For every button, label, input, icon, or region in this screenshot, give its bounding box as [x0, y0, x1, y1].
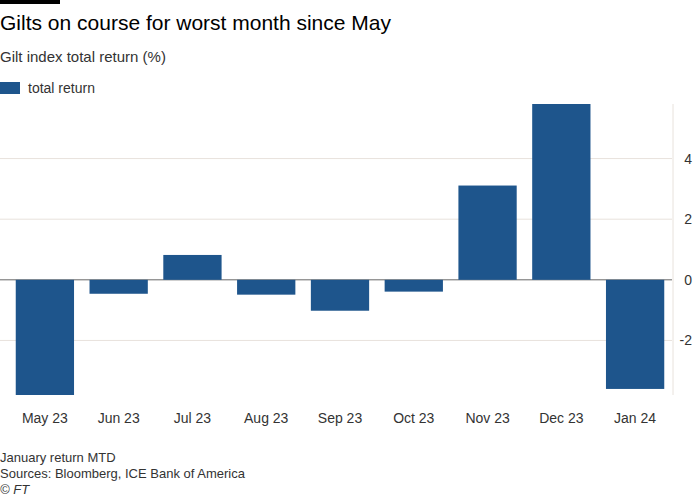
y-tick-label: 0	[684, 272, 692, 288]
x-tick-label: Oct 23	[393, 410, 434, 426]
x-tick-label: Aug 23	[244, 410, 289, 426]
bar	[90, 280, 148, 294]
x-tick-label: Jan 24	[614, 410, 656, 426]
bar	[385, 280, 443, 292]
bar	[532, 104, 590, 280]
bar	[16, 280, 74, 395]
y-tick-label: 2	[684, 211, 692, 227]
credit: © FT	[0, 482, 30, 497]
grid-line	[0, 340, 672, 341]
y-tick-label: 4	[684, 151, 692, 167]
x-tick-label: Jun 23	[98, 410, 140, 426]
title: Gilts on course for worst month since Ma…	[0, 11, 391, 34]
y-tick-label: -2	[680, 332, 693, 348]
x-tick-label: Dec 23	[539, 410, 584, 426]
x-tick-label: Sep 23	[318, 410, 363, 426]
legend-label: total return	[28, 80, 95, 96]
bar	[458, 186, 516, 280]
legend-swatch	[0, 82, 20, 94]
subtitle: Gilt index total return (%)	[0, 48, 166, 65]
chart: Gilts on course for worst month since Ma…	[0, 0, 700, 500]
y-axis-line	[673, 104, 674, 395]
bars	[16, 104, 665, 395]
bar	[237, 280, 295, 295]
note: January return MTD	[0, 450, 116, 465]
x-tick-label: May 23	[22, 410, 68, 426]
bar	[311, 280, 369, 311]
x-tick-label: Nov 23	[465, 410, 510, 426]
brand-bar	[0, 0, 60, 4]
bar	[163, 255, 221, 280]
source: Sources: Bloomberg, ICE Bank of America	[0, 466, 246, 481]
bar	[606, 280, 664, 389]
x-tick-label: Jul 23	[174, 410, 212, 426]
